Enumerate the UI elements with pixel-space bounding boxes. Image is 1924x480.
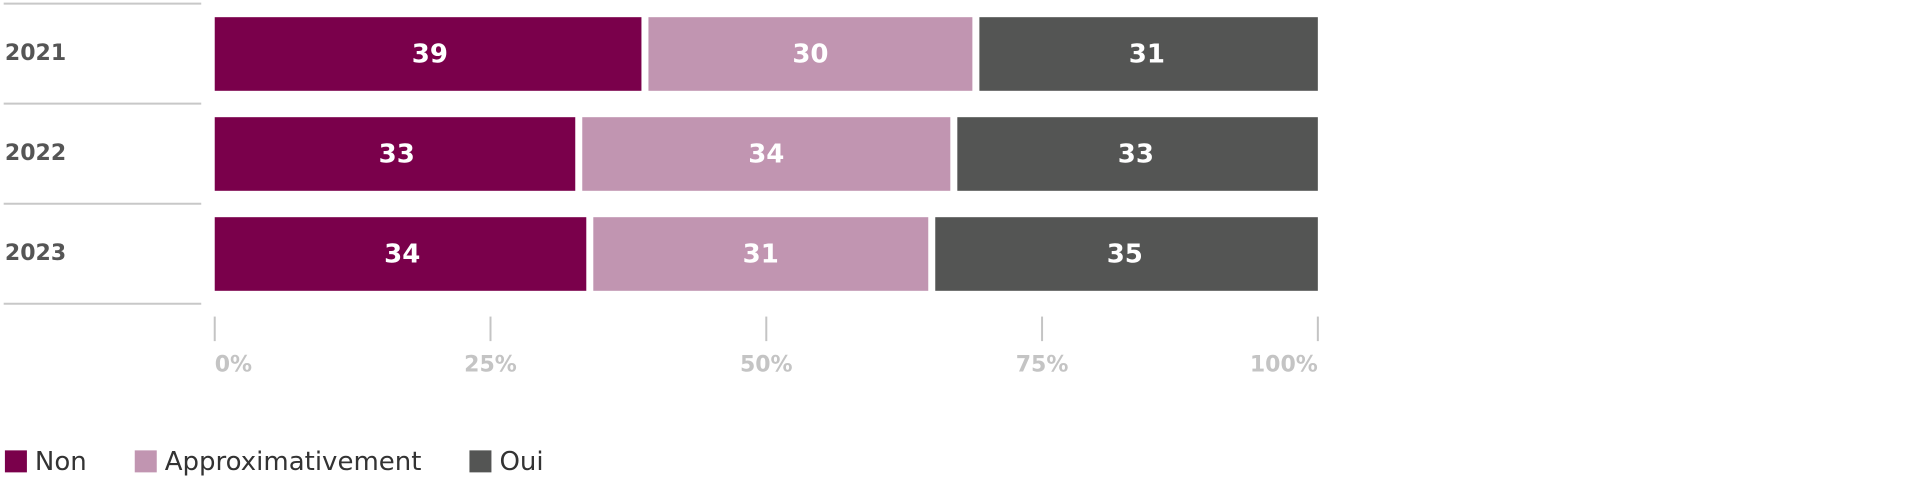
category-label: 2021 — [5, 41, 66, 66]
bar-segment — [214, 117, 576, 191]
value-label: 33 — [1118, 139, 1154, 169]
bar-segment — [214, 17, 642, 91]
legend-swatch — [469, 450, 492, 473]
x-tick-label: 25% — [464, 353, 517, 378]
bar-segment — [593, 217, 929, 291]
bar-segment — [935, 217, 1318, 291]
x-tick-label: 75% — [1016, 353, 1069, 378]
x-tick-label: 50% — [740, 353, 793, 378]
category-label: 2022 — [5, 141, 66, 166]
value-label: 39 — [412, 39, 448, 69]
legend-swatch — [134, 450, 157, 473]
x-tick-label: 0% — [215, 353, 252, 378]
legend-swatch — [4, 450, 27, 473]
bar-segment — [957, 117, 1318, 191]
legend-label: Non — [35, 447, 87, 477]
bar-segment — [648, 17, 973, 91]
legend-label: Oui — [499, 447, 543, 477]
bar-segment — [582, 117, 951, 191]
value-label: 31 — [1129, 39, 1165, 69]
value-label: 30 — [792, 39, 828, 69]
x-tick-label: 100% — [1250, 353, 1318, 378]
bar-segment — [214, 217, 587, 291]
bar-segment — [979, 17, 1318, 91]
legend-label: Approximativement — [165, 447, 422, 477]
category-label: 2023 — [5, 241, 66, 266]
value-label: 31 — [743, 239, 779, 269]
value-label: 35 — [1107, 239, 1143, 269]
value-label: 34 — [748, 139, 784, 169]
value-label: 34 — [384, 239, 420, 269]
value-label: 33 — [379, 139, 415, 169]
